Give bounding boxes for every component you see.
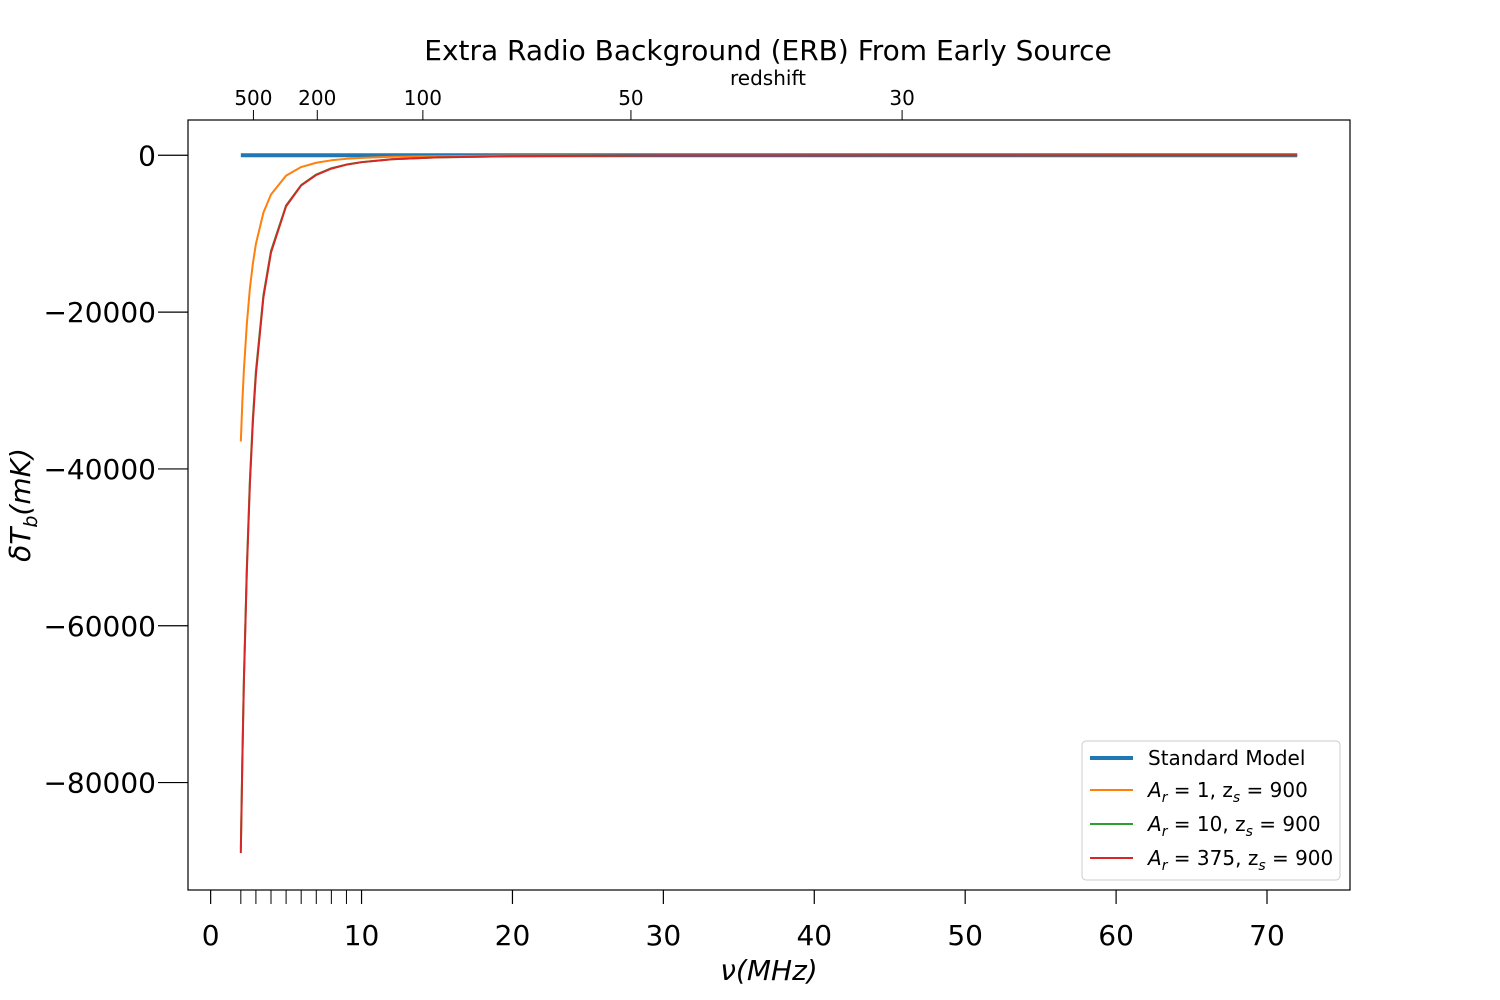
x-minor-ticks bbox=[240, 890, 347, 904]
y-tick-label: −60000 bbox=[43, 610, 156, 643]
y-tick-label: −20000 bbox=[43, 296, 156, 329]
x-tick-label: 30 bbox=[646, 919, 682, 952]
x-tick-label: 70 bbox=[1249, 919, 1285, 952]
x-tick-label: 0 bbox=[202, 919, 220, 952]
legend: Standard Model Ar = 1, zs = 900 Ar = 10, z… bbox=[1081, 740, 1341, 881]
x-tick-label: 20 bbox=[495, 919, 531, 952]
top-tick-label: 200 bbox=[298, 86, 336, 110]
y-axis: 0 −20000 −40000 −60000 −80000 bbox=[43, 139, 188, 800]
legend-label-3: Ar = 375, zs = 900 bbox=[1146, 846, 1333, 874]
x-axis: 0 10 20 30 40 50 60 70 bbox=[202, 890, 1285, 952]
top-tick-label: 30 bbox=[889, 86, 914, 110]
x-tick-label: 10 bbox=[344, 919, 380, 952]
y-tick-label: −40000 bbox=[43, 453, 156, 486]
top-tick-label: 50 bbox=[618, 86, 643, 110]
top-tick-label: 100 bbox=[404, 86, 442, 110]
y-tick-label: 0 bbox=[138, 139, 156, 172]
x-tick-label: 60 bbox=[1098, 919, 1134, 952]
plot-frame bbox=[187, 119, 1351, 891]
legend-frame bbox=[1081, 740, 1341, 881]
x-axis-label: ν(MHz) bbox=[720, 954, 817, 987]
x-tick-label: 40 bbox=[796, 919, 832, 952]
legend-label-1: Ar = 1, zs = 900 bbox=[1146, 778, 1308, 806]
y-axis-label: δTb(mK) bbox=[4, 448, 42, 562]
legend-label-0: Standard Model bbox=[1148, 746, 1305, 770]
x-tick-label: 50 bbox=[947, 919, 983, 952]
y-tick-label: −80000 bbox=[43, 767, 156, 800]
top-axis: 500 200 100 50 30 bbox=[234, 86, 915, 120]
series-line-3 bbox=[239, 154, 1298, 854]
top-tick-label: 500 bbox=[234, 86, 272, 110]
top-axis-label: redshift bbox=[730, 66, 806, 90]
chart-title: Extra Radio Background (ERB) From Early … bbox=[424, 34, 1112, 67]
series-line-1 bbox=[239, 154, 1298, 442]
series-layer bbox=[239, 153, 1298, 854]
legend-label-2: Ar = 10, zs = 900 bbox=[1146, 812, 1321, 840]
